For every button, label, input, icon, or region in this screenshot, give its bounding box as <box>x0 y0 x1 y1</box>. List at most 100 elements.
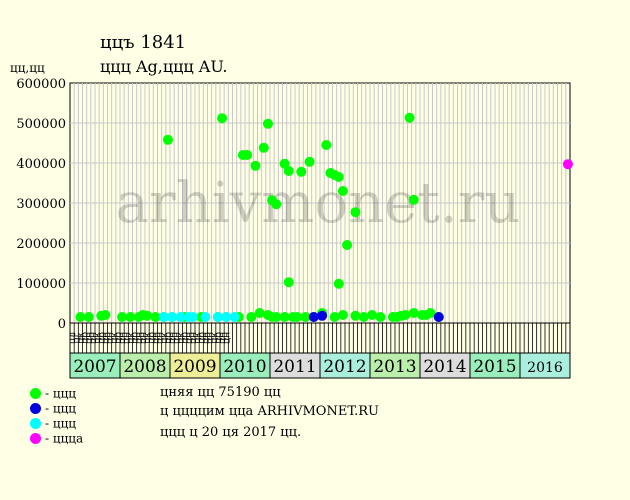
year-label: 2007 <box>73 357 116 377</box>
info-source: ц ццццим цца ARHIVMONET.RU <box>160 404 379 419</box>
month-label: цк <box>76 332 86 344</box>
data-point <box>321 140 332 150</box>
year-label: 2009 <box>173 357 216 377</box>
data-point <box>408 194 419 205</box>
data-point <box>283 277 294 288</box>
month-label: цк <box>210 332 220 344</box>
data-point <box>308 312 319 322</box>
data-point <box>200 312 211 322</box>
data-point <box>292 312 303 322</box>
month-label: цг <box>72 332 82 343</box>
year-cell <box>169 352 221 379</box>
info-date: ццц ц 20 ця 2017 цц. <box>160 425 302 440</box>
data-point <box>425 308 436 318</box>
data-point <box>337 310 348 320</box>
data-point <box>333 278 344 289</box>
y-tick-label: 200000 <box>16 237 66 252</box>
y-tick-label: 0 <box>58 317 66 332</box>
month-label: цн <box>185 332 195 344</box>
data-point <box>342 240 353 250</box>
chart-subtitle: ццц Ag,ццц AU. <box>100 57 228 76</box>
month-label: цн <box>85 332 95 344</box>
year-cell <box>469 352 521 379</box>
data-point <box>217 113 228 124</box>
data-point <box>358 312 369 322</box>
data-point <box>350 310 361 321</box>
data-point <box>279 312 290 322</box>
month-label: цн <box>156 332 166 344</box>
month-label: цр <box>81 332 91 344</box>
y-tick-label: 600000 <box>16 77 66 92</box>
month-label: цн <box>101 332 111 344</box>
year-cell <box>419 352 471 379</box>
data-point <box>254 308 265 318</box>
legend-label: - ццц <box>45 416 77 431</box>
data-point <box>296 166 307 177</box>
legend-dot-green <box>30 388 41 399</box>
data-point <box>404 112 415 123</box>
data-point <box>167 312 178 322</box>
month-label: цр <box>147 332 157 344</box>
month-label: цн <box>122 332 132 344</box>
month-label: цк <box>143 332 153 344</box>
data-point <box>271 199 282 210</box>
month-label: цн <box>118 332 128 344</box>
data-point <box>117 312 128 322</box>
year-cell <box>69 352 121 379</box>
legend-dot-cyan <box>30 418 41 429</box>
month-label: цн <box>135 332 145 344</box>
month-label: цр <box>181 332 191 344</box>
year-cell <box>519 352 571 379</box>
year-cell <box>269 352 321 379</box>
data-point <box>187 312 198 322</box>
info-average-price: цняя цц 75190 цц <box>160 385 281 400</box>
month-label: цр <box>197 332 207 344</box>
year-label: 2015 <box>473 357 516 377</box>
year-cell <box>319 352 371 379</box>
data-point <box>246 312 257 322</box>
data-point <box>250 160 261 171</box>
month-label: цл <box>68 332 78 344</box>
chart-svg: 0 100000 200000 300000 400000 500000 600000 arh… <box>16 77 573 379</box>
data-point <box>283 166 294 176</box>
data-point <box>350 207 361 218</box>
data-point <box>408 308 419 318</box>
data-point <box>400 310 411 320</box>
legend-item-blue: - ццц <box>30 401 76 416</box>
legend-item-cyan: - ццц <box>30 416 77 431</box>
legend-item-magenta: - цццa <box>30 431 84 446</box>
month-label: цк <box>110 332 120 344</box>
data-point <box>317 310 328 321</box>
year-label: 2012 <box>323 357 366 377</box>
legend-label: - ццц <box>45 386 77 401</box>
data-point <box>562 159 573 170</box>
month-label: цн <box>189 332 199 344</box>
y-tick-label: 300000 <box>16 197 66 212</box>
month-label: цк <box>176 332 186 344</box>
y-tick-label: 400000 <box>16 157 66 172</box>
year-label: 2011 <box>273 357 316 377</box>
month-label: цн <box>218 332 228 344</box>
month-label: цк <box>160 332 170 344</box>
data-point <box>125 312 136 322</box>
data-point <box>162 134 173 145</box>
month-label: цр <box>114 332 124 344</box>
data-point <box>433 312 444 322</box>
month-label: цн <box>168 332 178 344</box>
data-point <box>83 312 94 322</box>
month-label: цн <box>206 332 216 344</box>
legend-dot-blue <box>30 403 41 414</box>
data-point <box>221 312 232 322</box>
month-label: цк <box>93 332 103 344</box>
data-point <box>337 186 348 196</box>
legend-dot-magenta <box>30 433 41 444</box>
month-label: цр <box>164 332 174 344</box>
data-point <box>229 312 240 322</box>
y-tick-label: 100000 <box>16 277 66 292</box>
data-point <box>300 312 311 322</box>
month-label: цр <box>214 332 224 344</box>
month-label: цн <box>172 332 182 344</box>
legend-item-green: - ццц <box>30 386 77 401</box>
legend-label: - цццa <box>45 431 84 446</box>
data-point <box>258 142 269 153</box>
